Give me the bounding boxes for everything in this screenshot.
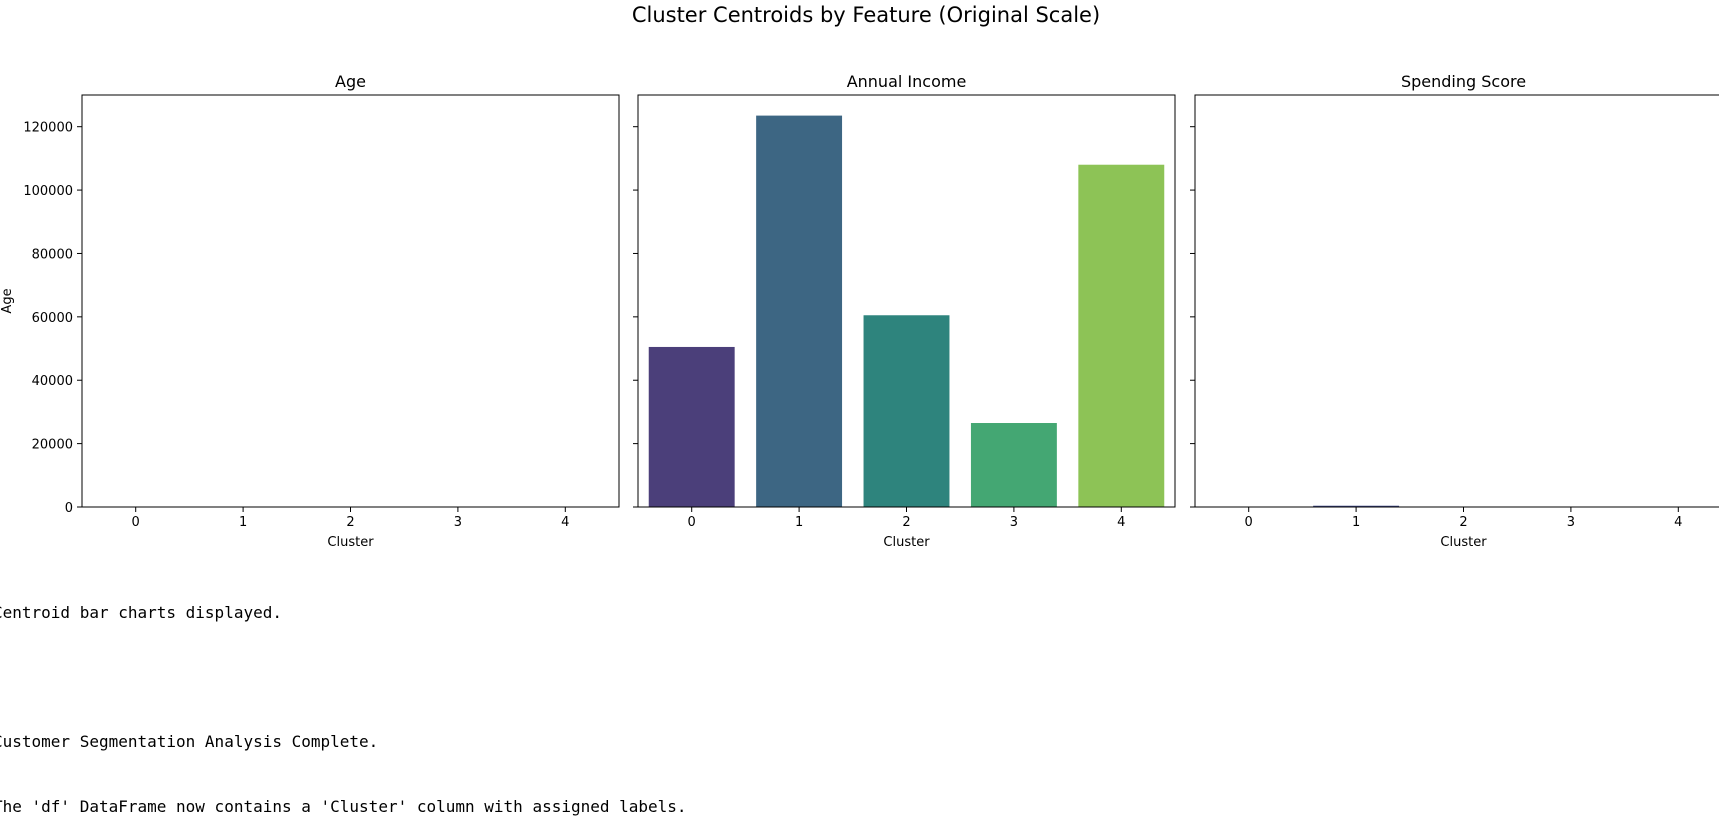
x-tick-label: 3 [1010,515,1018,530]
bar-cluster-4 [1078,165,1164,507]
x-tick-label: 4 [1117,515,1125,530]
y-tick-label: 20000 [32,438,73,453]
x-tick-label: 0 [1245,515,1253,530]
centroid-figure: Cluster Centroids by Feature (Original S… [0,0,1719,560]
panel-2: 0 1 2 3 4 Spending Score Cluster [1190,72,1719,550]
y-tick-label: 60000 [32,311,73,326]
y-tick-label: 120000 [23,121,73,136]
x-tick-label: 4 [1674,515,1682,530]
x-tick-label: 3 [1567,515,1575,530]
x-axis-label: Cluster [1440,535,1487,550]
y-tick-label: 40000 [32,374,73,389]
bar-cluster-1 [756,116,842,507]
panel-title: Age [335,72,366,91]
panel-1: 0 1 2 3 4 Annual Income Cluster [633,72,1175,550]
axes-frame [1195,95,1719,507]
panel-0: 0 1 2 3 4 0 20000 40000 60000 80000 100000 120000 Ag… [0,72,619,550]
y-tick-label: 80000 [32,247,73,262]
x-tick-label: 1 [1352,515,1360,530]
panel-title: Annual Income [847,72,967,91]
console-line: Customer Segmentation Analysis Complete. [0,731,687,753]
console-output: Centroid bar charts displayed. Customer … [0,559,687,839]
y-axis-label: Age [0,288,15,313]
figure-title: Cluster Centroids by Feature (Original S… [632,3,1100,27]
x-tick-label: 1 [239,515,247,530]
chart-panels: 0 1 2 3 4 0 20000 40000 60000 80000 100000 120000 Ag… [0,72,1719,550]
x-tick-label: 2 [346,515,354,530]
x-tick-label: 0 [132,515,140,530]
x-axis-label: Cluster [327,535,374,550]
console-line [0,667,687,689]
x-tick-label: 2 [1459,515,1467,530]
axes-frame [82,95,619,507]
x-axis-label: Cluster [883,535,930,550]
y-tick-label: 0 [65,501,73,516]
y-tick-label: 100000 [23,184,73,199]
bar-cluster-2 [864,315,950,507]
panel-title: Spending Score [1401,72,1526,91]
console-line: The 'df' DataFrame now contains a 'Clust… [0,796,687,818]
console-line: Centroid bar charts displayed. [0,602,687,624]
x-tick-label: 2 [902,515,910,530]
x-tick-label: 1 [795,515,803,530]
x-tick-label: 4 [561,515,569,530]
x-tick-label: 3 [454,515,462,530]
bar-cluster-3 [971,423,1057,507]
x-tick-label: 0 [688,515,696,530]
bar-cluster-0 [649,347,735,507]
